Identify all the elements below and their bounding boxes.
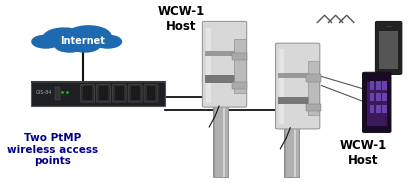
Bar xyxy=(278,97,317,104)
FancyBboxPatch shape xyxy=(144,85,158,102)
Circle shape xyxy=(54,38,85,52)
Bar xyxy=(305,104,321,111)
Bar xyxy=(232,53,247,60)
FancyBboxPatch shape xyxy=(375,21,402,74)
Text: WCW-1
Host: WCW-1 Host xyxy=(339,139,386,167)
Bar xyxy=(31,81,165,106)
FancyBboxPatch shape xyxy=(363,72,391,132)
Bar xyxy=(370,81,374,90)
Bar xyxy=(376,81,381,90)
Bar xyxy=(213,28,228,177)
Bar xyxy=(376,93,381,101)
Bar xyxy=(383,81,387,90)
Bar xyxy=(308,61,320,115)
Bar xyxy=(115,86,124,100)
Bar xyxy=(279,49,284,124)
Circle shape xyxy=(32,35,60,48)
Bar xyxy=(383,105,387,113)
Bar xyxy=(370,93,374,101)
Bar xyxy=(83,86,92,100)
Bar xyxy=(278,73,317,78)
Bar xyxy=(367,82,387,126)
Bar xyxy=(205,75,244,83)
Bar xyxy=(131,86,139,100)
Text: Two PtMP
wireless access
points: Two PtMP wireless access points xyxy=(7,133,98,166)
Bar xyxy=(146,86,155,100)
FancyBboxPatch shape xyxy=(203,21,247,107)
Bar xyxy=(376,105,381,113)
Bar xyxy=(99,86,108,100)
FancyBboxPatch shape xyxy=(81,85,95,102)
Bar xyxy=(232,82,247,89)
Bar xyxy=(305,74,321,82)
Text: GIS-84: GIS-84 xyxy=(36,89,52,95)
FancyBboxPatch shape xyxy=(97,85,110,102)
Bar xyxy=(213,28,215,177)
Bar xyxy=(379,31,398,69)
FancyBboxPatch shape xyxy=(128,85,142,102)
Bar xyxy=(370,105,374,113)
Circle shape xyxy=(43,28,85,47)
FancyBboxPatch shape xyxy=(276,43,320,129)
Bar xyxy=(284,52,286,177)
Bar xyxy=(31,81,165,83)
Circle shape xyxy=(66,26,111,47)
Bar xyxy=(294,52,296,177)
Bar xyxy=(206,27,211,103)
Circle shape xyxy=(94,35,122,48)
Circle shape xyxy=(60,34,93,49)
FancyBboxPatch shape xyxy=(112,85,126,102)
Bar xyxy=(383,93,387,101)
Text: WCW-1
Host: WCW-1 Host xyxy=(157,5,205,33)
Circle shape xyxy=(70,38,100,52)
Bar xyxy=(55,87,60,100)
Bar xyxy=(205,51,244,56)
Bar xyxy=(284,52,299,177)
Bar xyxy=(223,28,225,177)
Text: Internet: Internet xyxy=(60,36,105,46)
Bar xyxy=(234,39,246,94)
